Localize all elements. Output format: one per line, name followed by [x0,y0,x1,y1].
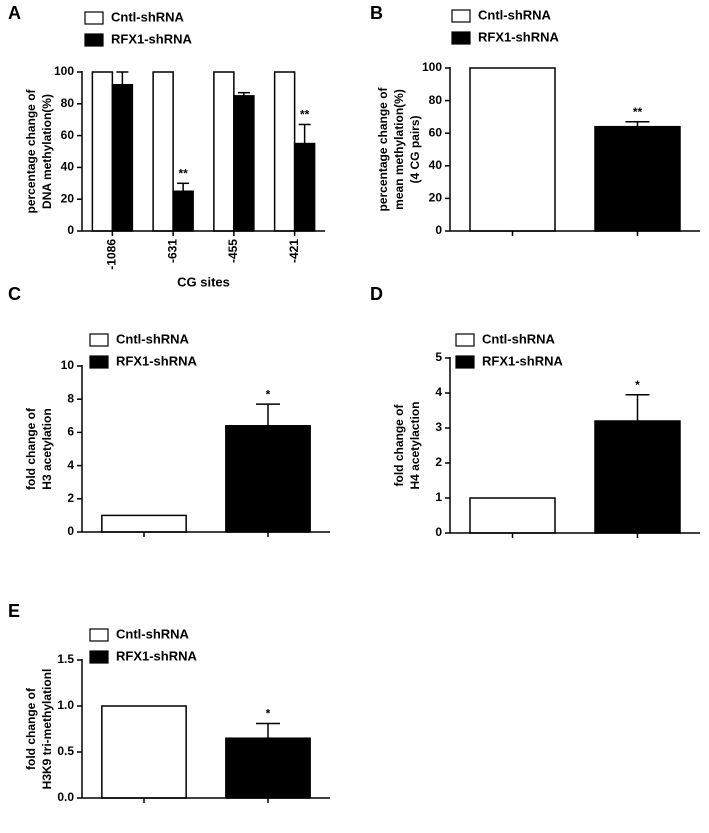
y-tick-label: 3 [435,420,442,434]
legend-label: Cntl-shRNA [111,9,185,24]
y-tick-label: 1.0 [57,698,74,712]
bar [101,514,187,533]
significance: ** [178,166,188,180]
bar [469,497,556,534]
x-axis-label: CG sites [177,274,230,289]
y-axis-label: (4 CG pairs) [408,115,422,183]
x-tick-label: -1086 [105,239,119,270]
y-tick-label: 100 [422,60,442,74]
legend-label: RFX1-shRNA [116,353,198,368]
x-tick-label: -631 [165,239,179,263]
legend-label: RFX1-shRNA [116,648,198,663]
y-tick-label: 40 [61,160,75,174]
y-axis-label: H3K9 tri-methylationl [40,669,54,790]
y-tick-label: 60 [429,125,443,139]
legend-label: Cntl-shRNA [116,626,190,641]
y-tick-label: 20 [429,191,443,205]
y-axis-label: mean methylation(%) [392,89,406,210]
y-axis-label: fold change of [24,407,38,490]
legend-label: Cntl-shRNA [482,331,556,346]
y-tick-label: 80 [61,96,75,110]
bar [225,737,311,799]
bar [469,67,556,232]
panel-letter: E [8,601,20,621]
legend-swatch [89,355,109,369]
y-tick-label: 60 [61,128,75,142]
panel-letter: B [370,3,383,23]
y-tick-label: 2 [435,455,442,469]
legend-label: RFX1-shRNA [111,31,193,46]
bar [594,420,681,534]
significance: * [266,387,271,401]
legend-swatch [451,31,471,45]
panel-letter: C [8,284,21,304]
significance: * [266,707,271,721]
y-tick-label: 6 [67,425,74,439]
y-tick-label: 1 [435,490,442,504]
legend-swatch [89,650,109,664]
y-axis-label: H3 acetylation [40,408,54,489]
y-tick-label: 100 [54,64,74,78]
y-tick-label: 0.0 [57,790,74,804]
legend-label: Cntl-shRNA [116,331,190,346]
y-axis-label: H4 acetylaction [408,401,422,489]
bar [233,95,255,232]
x-tick-label: -455 [226,239,240,263]
panel-letter: A [8,3,21,23]
y-tick-label: 0 [435,223,442,237]
y-tick-label: 0 [67,524,74,538]
y-tick-label: 2 [67,491,74,505]
significance: ** [633,105,643,119]
bar [273,71,296,232]
y-tick-label: 4 [435,385,442,399]
y-tick-label: 0 [67,223,74,237]
legend-swatch [455,355,475,369]
y-tick-label: 20 [61,191,75,205]
y-tick-label: 1.5 [57,652,74,666]
legend-swatch [84,33,104,47]
y-axis-label: percentage change of [376,86,390,211]
bar [101,705,187,799]
legend-swatch [455,333,475,347]
legend-swatch [89,628,109,642]
y-tick-label: 40 [429,158,443,172]
y-axis-label: DNA methylation(%) [40,94,54,209]
bar [91,71,114,232]
y-axis-label: fold change of [392,404,406,487]
bar [213,71,235,232]
panel-letter: D [370,284,383,304]
legend-label: RFX1-shRNA [478,29,560,44]
y-tick-label: 4 [67,458,74,472]
legend-swatch [451,9,471,23]
y-tick-label: 0 [435,525,442,539]
bar [172,190,194,232]
legend-label: Cntl-shRNA [478,7,552,22]
y-tick-label: 0.5 [57,744,74,758]
significance: ** [300,108,310,122]
bar [111,83,134,232]
legend-label: RFX1-shRNA [482,353,564,368]
legend-swatch [89,333,109,347]
y-axis-label: percentage change of [24,88,38,213]
y-tick-label: 80 [429,93,443,107]
bar [293,142,316,232]
bar [225,425,311,533]
y-tick-label: 5 [435,350,442,364]
x-tick-label: -421 [287,239,301,263]
y-axis-label: fold change of [24,687,38,770]
bar [594,125,681,232]
y-tick-label: 10 [61,358,75,372]
y-tick-label: 8 [67,391,74,405]
bar [152,71,174,232]
legend-swatch [84,11,104,25]
significance: * [635,378,640,392]
